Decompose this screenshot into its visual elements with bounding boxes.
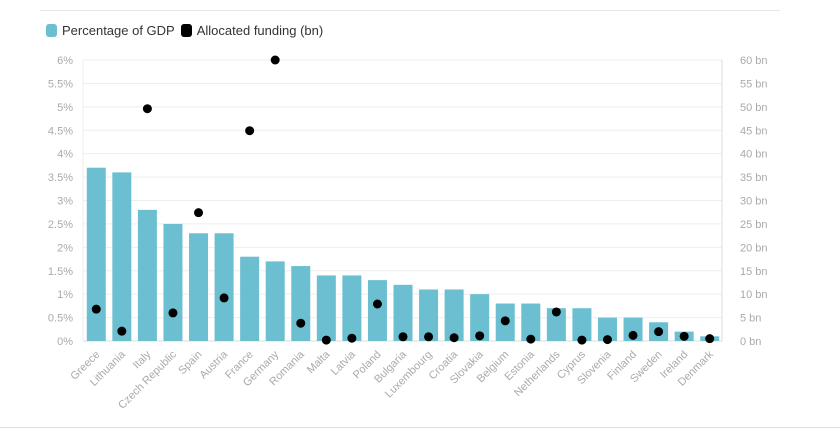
- funding-point: [245, 126, 255, 136]
- bottom-divider: [0, 427, 840, 428]
- left-tick-label: 1%: [57, 289, 73, 301]
- top-divider: [40, 10, 780, 11]
- funding-point: [194, 208, 204, 218]
- right-tick-label: 10 bn: [740, 289, 768, 301]
- funding-point: [654, 327, 664, 337]
- funding-point: [296, 318, 306, 328]
- left-tick-label: 4%: [57, 149, 73, 161]
- bar: [521, 303, 541, 341]
- funding-point: [372, 299, 382, 309]
- funding-point: [398, 332, 408, 342]
- right-tick-label: 5 bn: [740, 313, 761, 325]
- legend-label-funding[interactable]: Allocated funding (bn): [196, 23, 324, 38]
- bar: [137, 209, 157, 341]
- right-tick-label: 20 bn: [740, 242, 768, 254]
- funding-point: [500, 316, 510, 326]
- right-tick-label: 40 bn: [740, 149, 768, 161]
- right-tick-label: 15 bn: [740, 266, 768, 278]
- funding-point: [424, 332, 434, 342]
- right-tick-label: 50 bn: [740, 102, 768, 114]
- bar: [265, 261, 285, 341]
- bar: [189, 233, 209, 341]
- bar: [470, 294, 490, 341]
- bar: [572, 308, 592, 341]
- bar: [623, 317, 643, 341]
- bar: [367, 280, 387, 341]
- right-tick-label: 35 bn: [740, 172, 768, 184]
- funding-point: [551, 307, 561, 317]
- right-tick-label: 45 bn: [740, 125, 768, 137]
- right-tick-label: 0 bn: [740, 336, 761, 348]
- bar: [393, 284, 413, 341]
- legend-label-gdp[interactable]: Percentage of GDP: [62, 23, 175, 38]
- funding-point: [219, 293, 229, 303]
- bar: [112, 172, 132, 341]
- left-tick-label: 1.5%: [48, 266, 73, 278]
- bar: [291, 266, 311, 341]
- legend: Percentage of GDP Allocated funding (bn): [46, 23, 323, 38]
- right-tick-label: 30 bn: [740, 196, 768, 208]
- legend-swatch-gdp: [46, 24, 57, 37]
- funding-point: [117, 326, 127, 336]
- bar: [342, 275, 362, 341]
- bar: [214, 233, 234, 341]
- funding-point: [91, 304, 101, 314]
- funding-point: [475, 331, 485, 341]
- funding-point: [270, 55, 280, 65]
- bar: [546, 308, 566, 341]
- bar: [597, 317, 617, 341]
- bar: [316, 275, 336, 341]
- funding-point: [705, 334, 715, 344]
- funding-point: [577, 335, 587, 345]
- funding-point: [679, 331, 689, 341]
- left-tick-label: 2.5%: [48, 219, 73, 231]
- funding-point: [449, 333, 459, 343]
- funding-point: [347, 333, 357, 343]
- left-tick-label: 2%: [57, 242, 73, 254]
- x-tick-label: Malta: [305, 348, 333, 376]
- left-tick-label: 6%: [57, 55, 73, 67]
- legend-swatch-funding: [180, 24, 192, 37]
- left-tick-label: 3.5%: [48, 172, 73, 184]
- bar: [444, 289, 464, 341]
- bar: [419, 289, 439, 341]
- funding-point: [628, 330, 638, 340]
- funding-point: [168, 308, 178, 318]
- funding-point: [526, 334, 536, 344]
- left-tick-label: 3%: [57, 196, 73, 208]
- left-tick-label: 0%: [57, 336, 73, 348]
- right-tick-label: 60 bn: [740, 55, 768, 67]
- bar: [86, 167, 106, 341]
- left-tick-label: 5.5%: [48, 78, 73, 90]
- left-tick-label: 0.5%: [48, 313, 73, 325]
- funding-point: [602, 335, 612, 345]
- bar: [240, 256, 260, 341]
- funding-point: [142, 104, 152, 114]
- funding-point: [321, 335, 331, 345]
- bar: [163, 223, 183, 341]
- left-tick-label: 4.5%: [48, 125, 73, 137]
- right-tick-label: 55 bn: [740, 78, 768, 90]
- left-tick-label: 5%: [57, 102, 73, 114]
- right-tick-label: 25 bn: [740, 219, 768, 231]
